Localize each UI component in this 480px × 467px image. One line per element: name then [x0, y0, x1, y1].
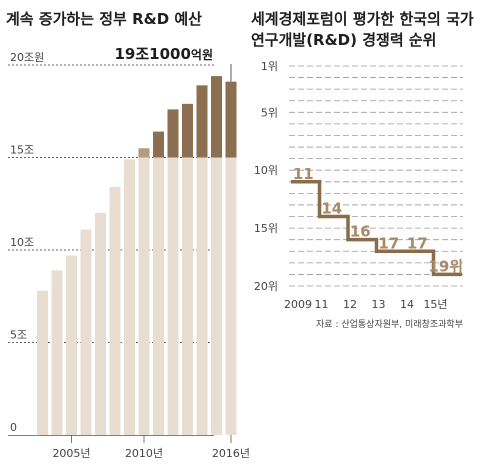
budget-bar-lower [138, 157, 150, 435]
left-y-tick-label: 15조 [10, 144, 34, 157]
budget-callout: 19조1000억원 [114, 45, 232, 82]
budget-bar-lower [95, 213, 106, 435]
left-x-axis: 2005년 2010년 2016년 [52, 435, 250, 460]
budget-bar-lower [153, 157, 164, 435]
left-chart-title: 계속 증가하는 정부 R&D 예산 [6, 10, 202, 28]
rank-point-label: 17 [407, 234, 428, 252]
right-gridlines [289, 65, 463, 287]
budget-bar-upper [225, 81, 237, 158]
rank-point-label: 17 [378, 234, 399, 252]
budget-bar-lower [109, 187, 121, 435]
budget-bar-upper [182, 103, 193, 158]
budget-bar-lower [51, 270, 63, 435]
right-y-tick-label: 5위 [261, 106, 278, 119]
left-y-tick-label: 10조 [10, 236, 34, 249]
left-x-tick-label: 2016년 [212, 447, 250, 460]
left-gridlines [8, 64, 214, 436]
right-chart-title-line1: 세계경제포럼이 평가한 한국의 국가 [251, 10, 474, 28]
budget-bars [37, 76, 237, 435]
right-y-axis: 1위 5위 10위 15위 20위 [254, 60, 278, 293]
right-x-tick-label: 15년 [423, 298, 447, 311]
budget-bar-lower [182, 157, 193, 435]
rd-rank-chart: 세계경제포럼이 평가한 한국의 국가 연구개발(R&D) 경쟁력 순위 1위 5위… [251, 10, 474, 330]
right-x-axis: 2009 11 12 13 14 15년 [284, 298, 448, 311]
budget-bar-lower [196, 157, 208, 435]
left-x-tick-label: 2005년 [52, 447, 90, 460]
right-x-tick-label: 13 [372, 298, 386, 311]
right-x-tick-label: 12 [343, 298, 357, 311]
rd-budget-chart: 계속 증가하는 정부 R&D 예산 0 5조 10조 15조 20조원 2005년 201… [6, 10, 250, 460]
budget-bar-upper [211, 76, 222, 158]
left-y-tick-label: 5조 [10, 329, 27, 342]
left-y-tick-label: 20조원 [10, 51, 44, 64]
budget-bar-lower [211, 157, 222, 435]
rank-point-label: 19위 [428, 257, 463, 275]
rank-point-label: 14 [321, 200, 342, 218]
right-y-tick-label: 10위 [254, 164, 278, 177]
right-x-tick-label: 11 [315, 298, 329, 311]
budget-bar-lower [66, 255, 77, 435]
callout-label: 19조1000억원 [114, 45, 213, 63]
rank-point-label: 11 [293, 165, 314, 183]
budget-bar-upper [167, 109, 179, 158]
budget-bar-upper [196, 85, 208, 158]
left-y-axis: 0 5조 10조 15조 20조원 [10, 51, 44, 434]
rank-step-path [291, 180, 462, 277]
right-x-tick-label: 14 [400, 298, 414, 311]
left-x-tick-label: 2010년 [125, 447, 163, 460]
source-note: 자료 : 산업통상자원부, 미래창조과학부 [316, 319, 463, 330]
budget-bar-lower [80, 229, 92, 435]
rank-point-label: 16 [350, 223, 371, 241]
budget-bar-upper [153, 131, 164, 158]
right-y-tick-label: 1위 [261, 60, 278, 73]
budget-bar-lower [37, 290, 48, 435]
right-x-tick-label: 2009 [284, 298, 312, 311]
budget-bar-lower [124, 159, 135, 435]
right-y-tick-label: 15위 [254, 222, 278, 235]
budget-bar-upper [138, 148, 150, 158]
rank-step-line [291, 180, 462, 277]
right-chart-title-line2: 연구개발(R&D) 경쟁력 순위 [251, 31, 436, 49]
right-y-tick-label: 20위 [254, 280, 278, 293]
budget-bar-lower [225, 157, 237, 435]
budget-bar-lower [167, 157, 179, 435]
left-y-tick-label: 0 [10, 421, 17, 434]
